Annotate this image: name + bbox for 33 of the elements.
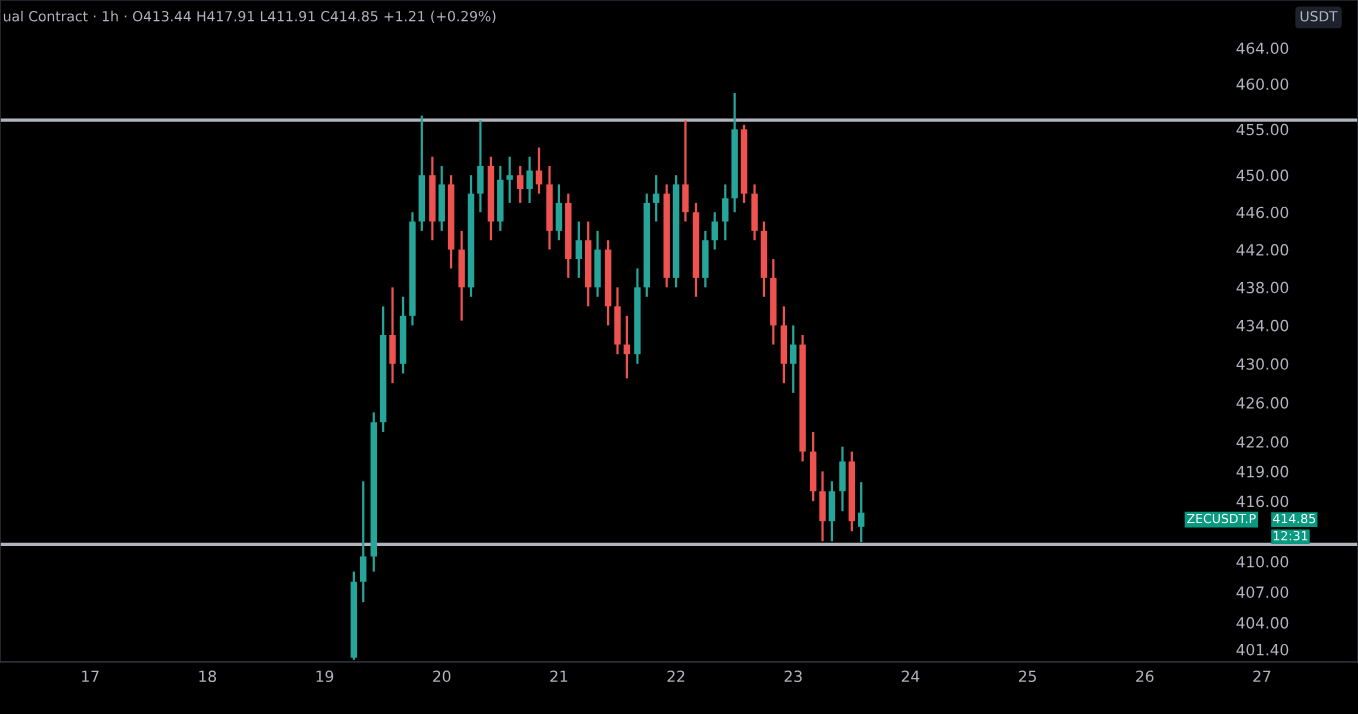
candlestick [429, 155, 436, 242]
candlestick [399, 295, 407, 375]
candlestick [555, 183, 563, 242]
candlestick [760, 220, 768, 298]
candlestick [770, 257, 777, 346]
candlestick [828, 480, 836, 543]
candlestick [857, 481, 865, 544]
candlestick [722, 183, 729, 242]
candlestick [526, 155, 533, 205]
candlestick [702, 229, 709, 289]
candlestick [614, 286, 621, 356]
candlestick [438, 164, 445, 232]
candlestick [360, 480, 367, 604]
candlestick [418, 114, 426, 232]
candlestick [517, 164, 524, 205]
candlestick [594, 229, 601, 298]
candlestick [458, 229, 465, 322]
candlestick [584, 220, 592, 308]
candlestick [809, 430, 817, 503]
candlestick [506, 155, 513, 205]
candlestick [839, 445, 846, 513]
candlestick [780, 305, 788, 385]
candlestick [389, 286, 396, 385]
candlestick [575, 220, 583, 279]
candlestick [819, 470, 826, 543]
candlestick [711, 211, 718, 251]
candlestick [751, 183, 758, 242]
candlestick [652, 174, 660, 223]
candlestick [497, 164, 504, 232]
candlestick [477, 119, 484, 214]
candlestick [790, 324, 797, 394]
candlestick [546, 164, 553, 251]
candlestick [682, 119, 689, 223]
